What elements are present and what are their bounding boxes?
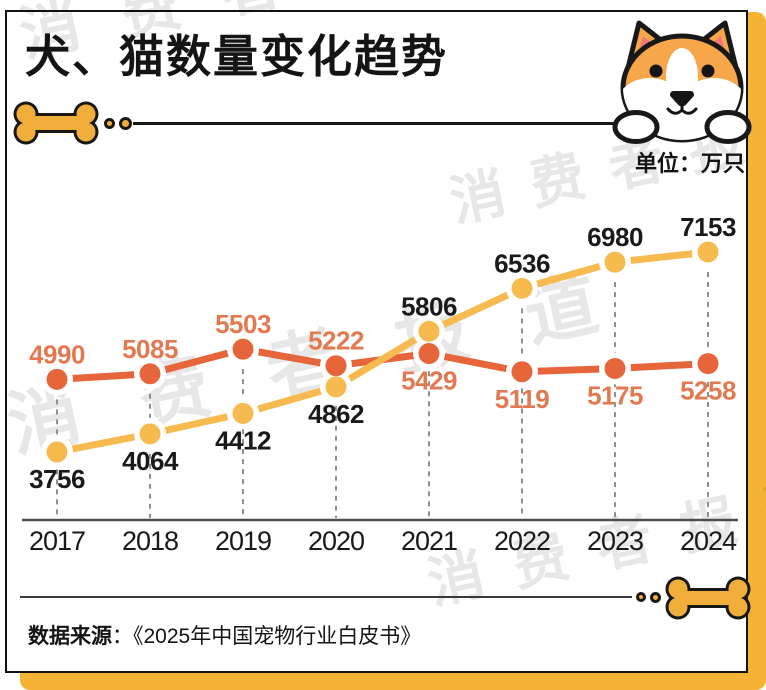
data-label: 4064 bbox=[122, 446, 179, 476]
dot-icon bbox=[119, 116, 132, 130]
yellow-series-point bbox=[139, 423, 161, 445]
footer-divider bbox=[20, 596, 632, 598]
data-label: 5085 bbox=[122, 334, 178, 364]
orange-series-point bbox=[511, 361, 533, 383]
yellow-series-point bbox=[232, 402, 254, 424]
data-source-text: ：《2025年中国宠物行业白皮书》 bbox=[112, 625, 422, 648]
year-label: 2021 bbox=[401, 526, 457, 556]
year-label: 2018 bbox=[122, 526, 178, 556]
year-label: 2020 bbox=[308, 526, 364, 556]
year-label: 2022 bbox=[494, 526, 550, 556]
dog-mouth bbox=[666, 102, 698, 115]
dog-illustration bbox=[612, 20, 752, 144]
data-label: 4862 bbox=[308, 399, 364, 429]
bone-icon bbox=[13, 101, 99, 145]
dot-icon bbox=[104, 118, 115, 129]
yellow-series-point bbox=[697, 241, 719, 263]
data-label: 5429 bbox=[401, 366, 457, 396]
year-label: 2019 bbox=[215, 526, 271, 556]
orange-series-point bbox=[232, 338, 254, 360]
data-label: 4990 bbox=[29, 339, 85, 369]
year-label: 2017 bbox=[29, 526, 85, 556]
data-label: 5119 bbox=[495, 384, 549, 414]
data-label: 3756 bbox=[29, 464, 85, 494]
orange-series-point bbox=[139, 363, 161, 385]
yellow-series-point bbox=[511, 277, 533, 299]
dog-paw-right bbox=[704, 110, 752, 144]
data-label: 5222 bbox=[308, 326, 364, 356]
data-label: 5503 bbox=[215, 309, 271, 339]
year-label: 2023 bbox=[587, 526, 643, 556]
data-label: 6980 bbox=[587, 222, 643, 252]
page-title: 犬、猫数量变化趋势 bbox=[25, 31, 449, 82]
yellow-series-point bbox=[418, 320, 440, 342]
data-label: 4412 bbox=[215, 425, 271, 455]
dot-icon bbox=[650, 591, 661, 603]
data-source-label: 数据来源 bbox=[28, 625, 112, 648]
orange-series-point bbox=[46, 368, 68, 390]
data-source: 数据来源：《2025年中国宠物行业白皮书》 bbox=[28, 620, 421, 650]
dog-eye-right bbox=[701, 64, 715, 78]
unit-label: 单位：万只 bbox=[634, 151, 745, 176]
data-label: 6536 bbox=[494, 248, 550, 278]
bone-icon bbox=[665, 576, 751, 620]
data-label: 5175 bbox=[587, 380, 643, 410]
yellow-series-point bbox=[46, 441, 68, 463]
dog-nose bbox=[670, 91, 694, 107]
data-label: 7153 bbox=[680, 212, 736, 242]
orange-series-point bbox=[325, 355, 347, 377]
dog-eye-left bbox=[649, 64, 663, 78]
data-label: 5258 bbox=[680, 376, 736, 406]
orange-series-point bbox=[418, 343, 440, 365]
orange-series-point bbox=[697, 353, 719, 375]
header-divider bbox=[133, 121, 749, 125]
data-label: 5806 bbox=[401, 291, 457, 321]
dog-paw-left bbox=[612, 110, 660, 144]
year-label: 2024 bbox=[680, 526, 737, 556]
dot-icon bbox=[636, 592, 646, 602]
yellow-series-point bbox=[325, 376, 347, 398]
orange-series-point bbox=[604, 357, 626, 379]
yellow-series-point bbox=[604, 251, 626, 273]
